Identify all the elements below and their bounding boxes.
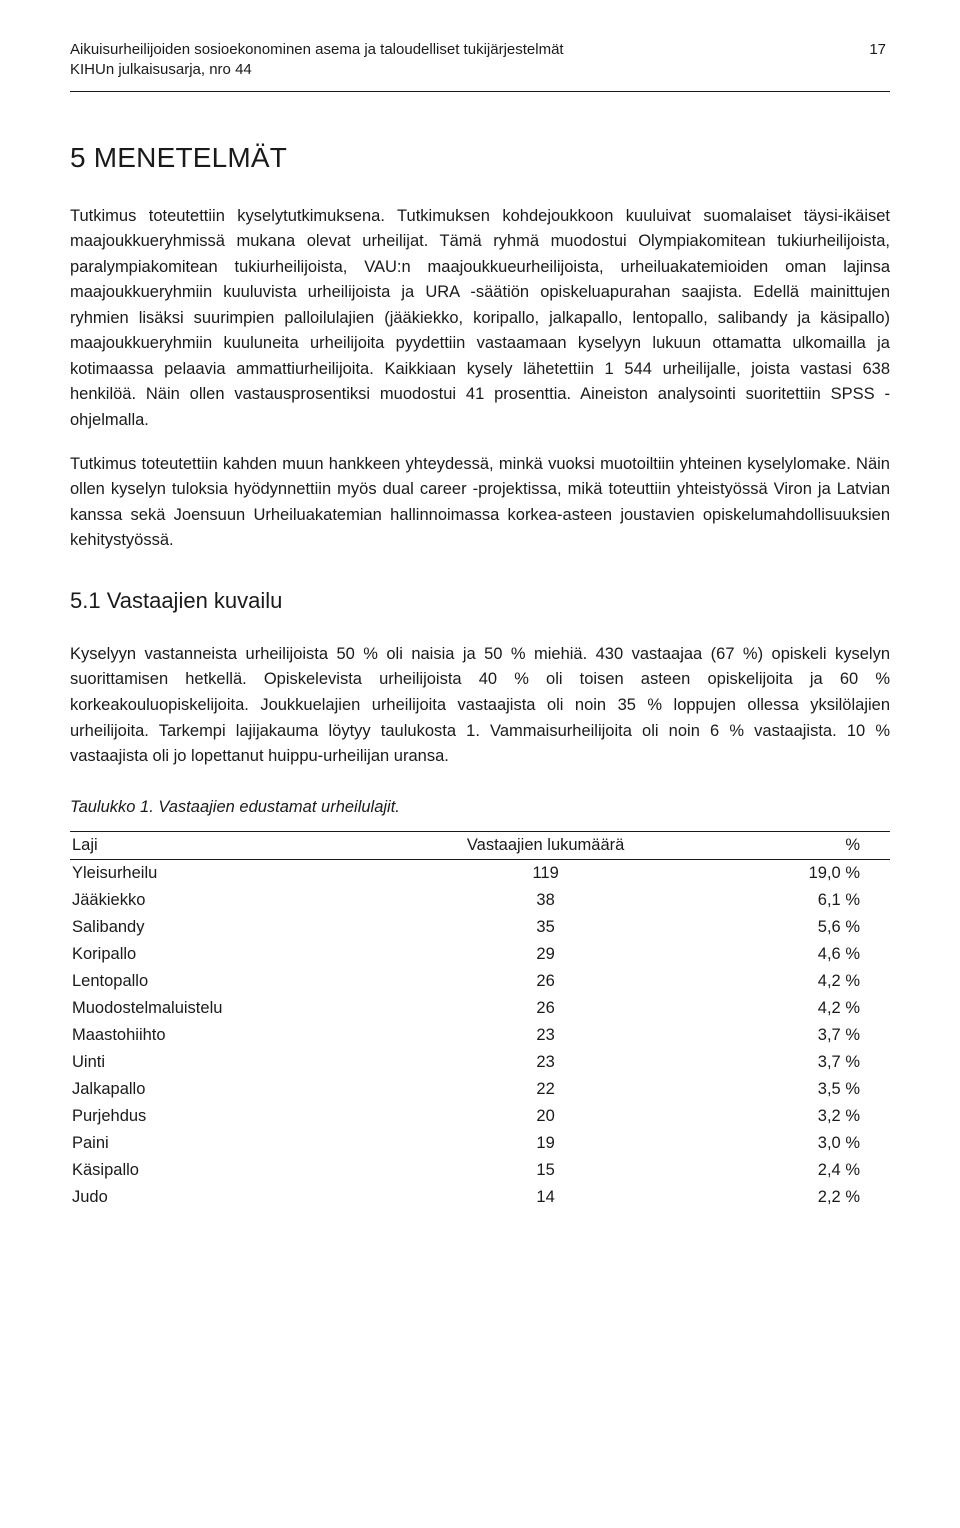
header-title-line2: KIHUn julkaisusarja, nro 44 — [70, 61, 252, 78]
table-cell: 3,7 % — [710, 1022, 890, 1049]
table-cell: Lentopallo — [70, 968, 382, 995]
sports-table: Laji Vastaajien lukumäärä % Yleisurheilu… — [70, 831, 890, 1211]
table-row: Käsipallo152,4 % — [70, 1157, 890, 1184]
table-cell: 23 — [382, 1022, 710, 1049]
table-row: Jalkapallo223,5 % — [70, 1076, 890, 1103]
table-cell: 19 — [382, 1130, 710, 1157]
body-paragraph-2: Tutkimus toteutettiin kahden muun hankke… — [70, 452, 890, 554]
table-cell: Paini — [70, 1130, 382, 1157]
table-cell: Jääkiekko — [70, 887, 382, 914]
table-cell: 23 — [382, 1049, 710, 1076]
table-cell: Jalkapallo — [70, 1076, 382, 1103]
table-cell: 3,5 % — [710, 1076, 890, 1103]
table-col-laji: Laji — [70, 831, 382, 859]
table-cell: 5,6 % — [710, 914, 890, 941]
table-cell: 26 — [382, 968, 710, 995]
body-paragraph-1: Tutkimus toteutettiin kyselytutkimuksena… — [70, 204, 890, 434]
table-cell: Koripallo — [70, 941, 382, 968]
table-row: Lentopallo264,2 % — [70, 968, 890, 995]
table-cell: 3,0 % — [710, 1130, 890, 1157]
table-col-count: Vastaajien lukumäärä — [382, 831, 710, 859]
table-cell: Judo — [70, 1184, 382, 1211]
page-number: 17 — [869, 40, 890, 60]
table-row: Maastohiihto233,7 % — [70, 1022, 890, 1049]
table-cell: Salibandy — [70, 914, 382, 941]
table-cell: 35 — [382, 914, 710, 941]
section-heading: 5 MENETELMÄT — [70, 142, 890, 174]
subsection-heading: 5.1 Vastaajien kuvailu — [70, 588, 890, 614]
table-cell: 26 — [382, 995, 710, 1022]
running-header: Aikuisurheilijoiden sosioekonominen asem… — [70, 40, 890, 81]
table-cell: 6,1 % — [710, 887, 890, 914]
table-cell: Yleisurheilu — [70, 859, 382, 887]
table-cell: 3,2 % — [710, 1103, 890, 1130]
table-cell: 20 — [382, 1103, 710, 1130]
table-cell: 38 — [382, 887, 710, 914]
table-cell: 14 — [382, 1184, 710, 1211]
table-cell: 22 — [382, 1076, 710, 1103]
table-cell: 2,2 % — [710, 1184, 890, 1211]
table-cell: 2,4 % — [710, 1157, 890, 1184]
table-row: Purjehdus203,2 % — [70, 1103, 890, 1130]
table-row: Uinti233,7 % — [70, 1049, 890, 1076]
page-container: Aikuisurheilijoiden sosioekonominen asem… — [0, 0, 960, 1261]
header-rule — [70, 91, 890, 92]
table-cell: Muodostelmaluistelu — [70, 995, 382, 1022]
table-cell: 15 — [382, 1157, 710, 1184]
header-title-block: Aikuisurheilijoiden sosioekonominen asem… — [70, 40, 564, 81]
table-cell: 4,6 % — [710, 941, 890, 968]
table-col-pct: % — [710, 831, 890, 859]
table-row: Yleisurheilu11919,0 % — [70, 859, 890, 887]
table-cell: Purjehdus — [70, 1103, 382, 1130]
table-row: Judo142,2 % — [70, 1184, 890, 1211]
body-paragraph-3: Kyselyyn vastanneista urheilijoista 50 %… — [70, 642, 890, 770]
table-cell: 29 — [382, 941, 710, 968]
table-cell: Uinti — [70, 1049, 382, 1076]
table-header-row: Laji Vastaajien lukumäärä % — [70, 831, 890, 859]
table-cell: 3,7 % — [710, 1049, 890, 1076]
table-row: Muodostelmaluistelu264,2 % — [70, 995, 890, 1022]
table-caption: Taulukko 1. Vastaajien edustamat urheilu… — [70, 798, 890, 817]
table-cell: 19,0 % — [710, 859, 890, 887]
table-cell: 119 — [382, 859, 710, 887]
table-cell: 4,2 % — [710, 995, 890, 1022]
header-title-line1: Aikuisurheilijoiden sosioekonominen asem… — [70, 41, 564, 58]
table-row: Jääkiekko386,1 % — [70, 887, 890, 914]
table-cell: Maastohiihto — [70, 1022, 382, 1049]
table-row: Salibandy355,6 % — [70, 914, 890, 941]
table-cell: 4,2 % — [710, 968, 890, 995]
table-row: Koripallo294,6 % — [70, 941, 890, 968]
table-row: Paini193,0 % — [70, 1130, 890, 1157]
table-cell: Käsipallo — [70, 1157, 382, 1184]
